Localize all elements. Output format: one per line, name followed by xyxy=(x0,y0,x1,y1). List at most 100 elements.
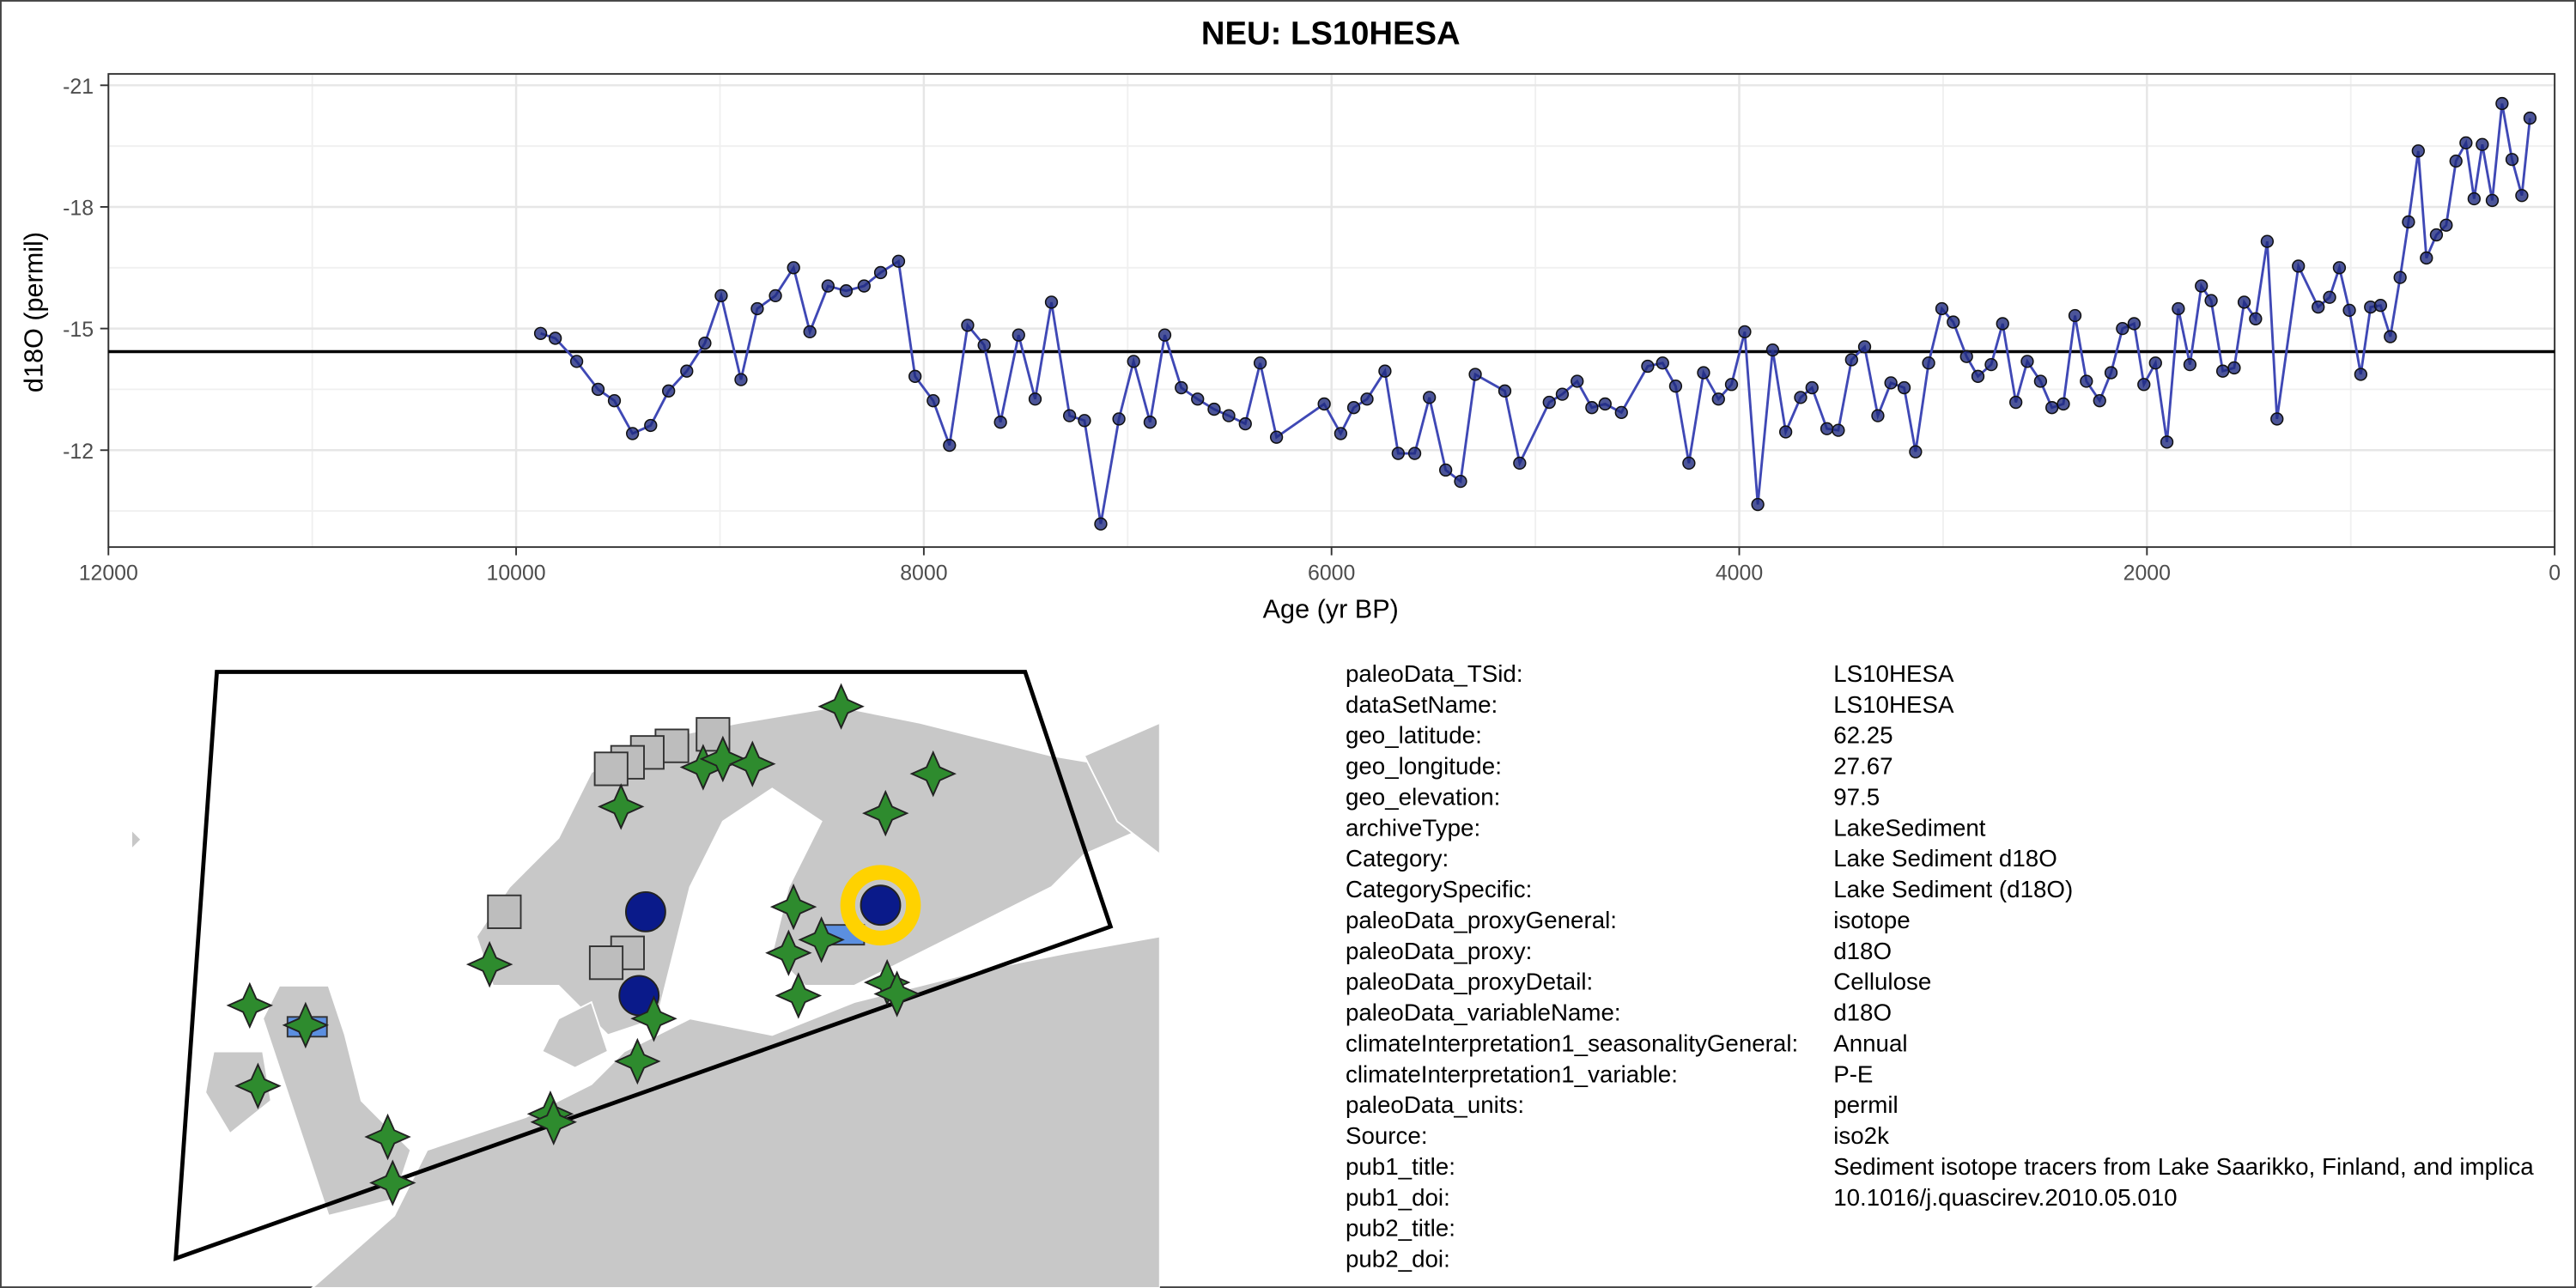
data-point xyxy=(591,382,605,397)
data-point xyxy=(2045,401,2059,415)
x-tick-label: 6000 xyxy=(1308,561,1355,585)
data-point xyxy=(943,438,957,453)
data-point xyxy=(1682,456,1696,471)
data-point xyxy=(2505,153,2519,167)
data-point xyxy=(1175,380,1188,395)
data-point xyxy=(2449,154,2463,168)
data-point xyxy=(549,331,562,345)
data-point xyxy=(2373,299,2388,313)
info-value: 62.25 xyxy=(1833,722,1893,749)
data-point xyxy=(1028,392,1042,406)
star-marker xyxy=(226,981,274,1030)
info-key: pub1_title: xyxy=(1346,1153,1455,1180)
data-point xyxy=(1832,423,1845,437)
info-value: permil xyxy=(1833,1091,1899,1118)
info-value: Lake Sediment d18O xyxy=(1833,845,2057,872)
data-point xyxy=(1871,409,1885,422)
star-marker xyxy=(364,1113,411,1161)
data-point xyxy=(1207,402,1221,416)
data-point xyxy=(1724,378,1739,392)
star-marker xyxy=(729,740,776,787)
data-point xyxy=(1585,401,1599,415)
map xyxy=(131,670,1160,1288)
data-point xyxy=(1765,343,1780,357)
x-tick-label: 8000 xyxy=(900,561,947,585)
data-point xyxy=(2009,395,2023,410)
data-point xyxy=(1191,392,1205,406)
star-marker xyxy=(775,972,823,1019)
data-point xyxy=(2260,234,2275,248)
data-point xyxy=(1078,414,1091,428)
data-point xyxy=(2515,189,2529,203)
circle-markers xyxy=(618,884,902,1017)
data-point xyxy=(1571,374,1584,388)
info-value: Sediment isotope tracers from Lake Saari… xyxy=(1833,1153,2534,1180)
data-point xyxy=(1656,356,1669,370)
y-axis-label: d18O (permil) xyxy=(20,232,49,392)
data-point xyxy=(961,319,975,332)
star-marker xyxy=(614,1037,661,1085)
data-point xyxy=(1751,497,1765,512)
star-marker xyxy=(873,970,920,1018)
data-point xyxy=(2127,317,2142,331)
star-marker xyxy=(465,940,513,988)
data-point xyxy=(2384,330,2397,343)
data-point xyxy=(1391,447,1405,460)
data-point xyxy=(1971,369,1985,383)
data-point xyxy=(2270,412,2284,426)
data-point xyxy=(1143,416,1157,429)
data-point xyxy=(1094,517,1108,531)
data-point xyxy=(1805,380,1819,395)
data-point xyxy=(2249,312,2263,325)
data-point xyxy=(2476,137,2489,151)
data-point xyxy=(2292,259,2306,273)
data-point xyxy=(2332,261,2347,275)
data-point xyxy=(1012,328,1025,342)
info-key: paleoData_proxy: xyxy=(1346,938,1532,964)
data-point xyxy=(1438,463,1453,477)
info-key: geo_elevation: xyxy=(1346,783,1500,810)
info-value: P-E xyxy=(1833,1060,1873,1087)
data-point xyxy=(803,325,817,339)
data-point xyxy=(1062,409,1077,422)
star-marker xyxy=(765,929,812,976)
data-point xyxy=(2104,366,2118,380)
data-point xyxy=(1542,395,1556,410)
highlight-ring xyxy=(840,865,921,946)
info-key: paleoData_units: xyxy=(1346,1091,1524,1118)
data-point xyxy=(1947,315,1960,329)
data-point xyxy=(1238,416,1252,431)
data-point xyxy=(927,394,940,408)
data-point xyxy=(750,301,764,316)
data-point xyxy=(1857,340,1872,354)
info-key: paleoData_TSid: xyxy=(1346,660,1523,687)
data-point xyxy=(769,289,782,303)
data-point xyxy=(1935,301,1949,316)
x-tick-label: 2000 xyxy=(2123,561,2171,585)
x-tick-label: 12000 xyxy=(79,561,138,585)
data-point xyxy=(2116,321,2129,336)
data-point xyxy=(2172,301,2185,316)
data-point xyxy=(1996,317,2009,331)
data-point xyxy=(2020,355,2034,368)
data-point xyxy=(1360,392,1374,406)
data-point xyxy=(2393,270,2407,284)
data-point xyxy=(569,355,584,368)
info-key: dataSetName: xyxy=(1346,691,1498,718)
data-point xyxy=(2080,374,2093,388)
info-key: geo_longitude: xyxy=(1346,753,1502,780)
data-point xyxy=(1555,387,1570,401)
data-point xyxy=(2354,368,2368,381)
star-marker xyxy=(369,1159,416,1206)
data-point xyxy=(1738,325,1752,339)
data-point xyxy=(1157,328,1172,342)
data-point xyxy=(607,394,622,408)
info-key: pub2_doi: xyxy=(1346,1246,1450,1273)
y-tick-label: -15 xyxy=(63,318,94,342)
info-value: isotope xyxy=(1833,907,1910,933)
info-key: climateInterpretation1_seasonalityGenera… xyxy=(1346,1030,1798,1056)
data-point xyxy=(1127,355,1140,368)
data-point xyxy=(662,384,676,398)
info-value: Lake Sediment (d18O) xyxy=(1833,876,2073,902)
